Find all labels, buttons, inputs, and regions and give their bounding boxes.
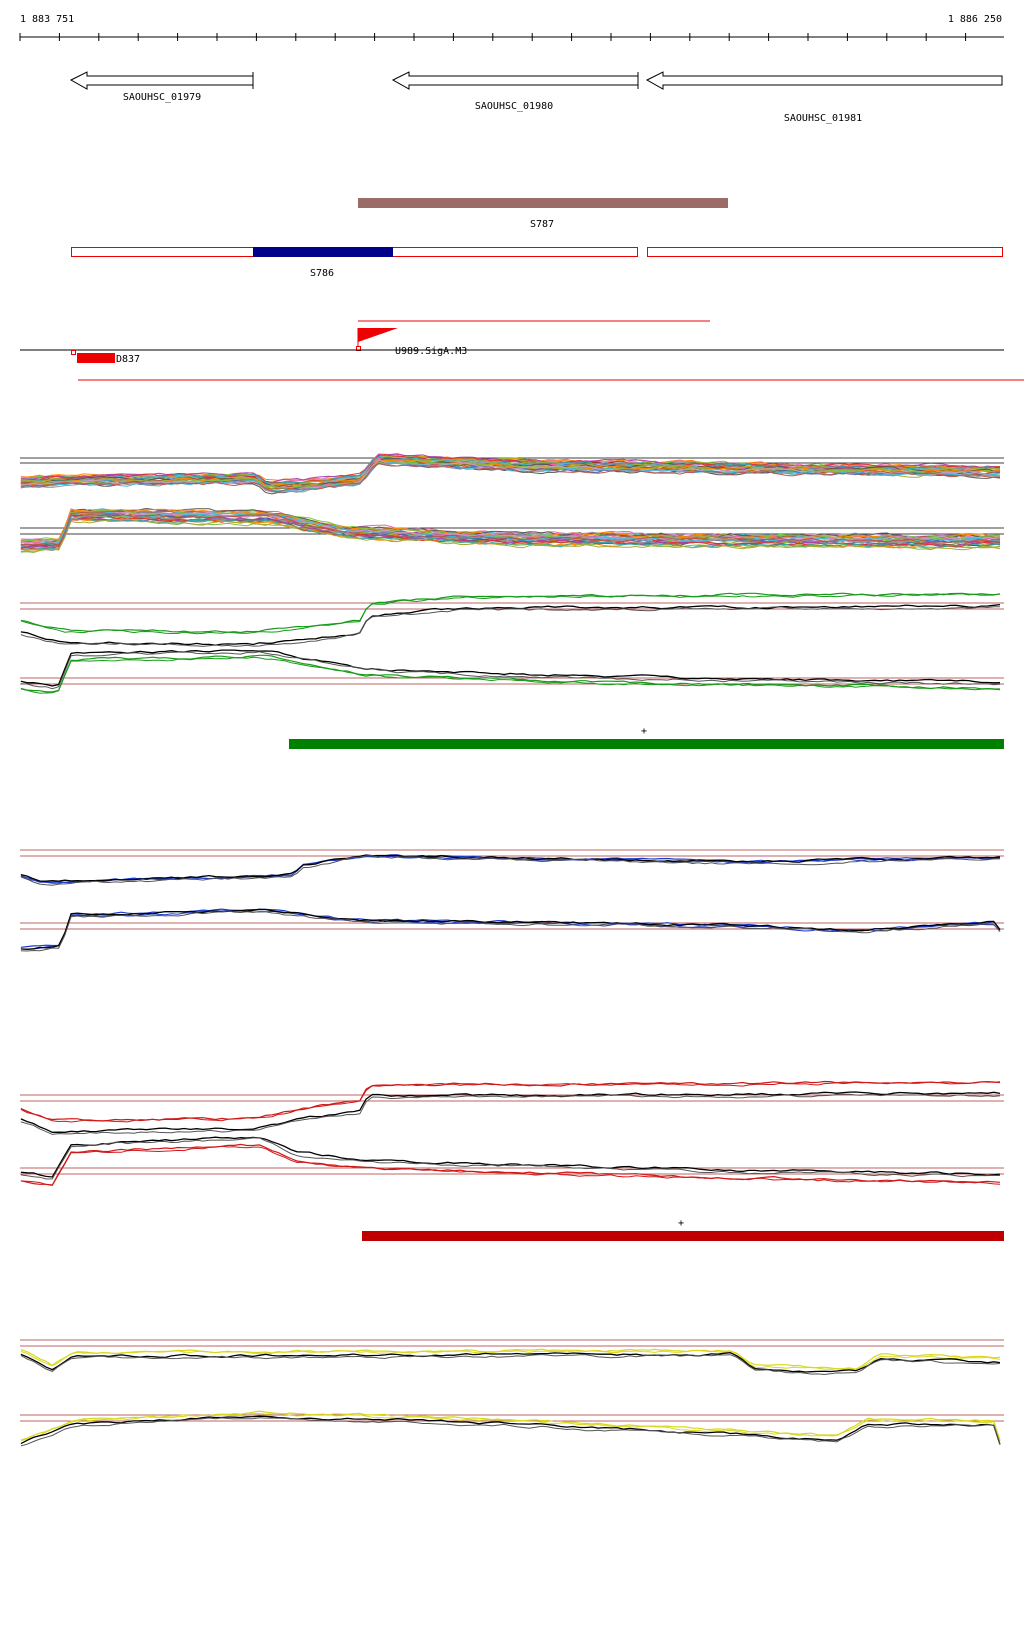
feature-label: D837 — [116, 354, 140, 365]
gene-arrow — [645, 71, 1003, 90]
feature-tick — [71, 350, 76, 355]
ruler-ticks — [19, 33, 967, 41]
gene-arrow — [69, 71, 254, 90]
signal-line — [20, 908, 1001, 950]
feature-fill — [253, 247, 393, 257]
ruler-end: 1 886 250 — [948, 14, 1002, 25]
ruler-start: 1 883 751 — [20, 14, 74, 25]
signal-line — [20, 1093, 1001, 1135]
gene-arrow — [391, 71, 639, 90]
signal-line — [20, 606, 1001, 647]
strand-marker: + — [678, 1218, 684, 1229]
feature-label: S787 — [530, 219, 554, 230]
signal-line — [20, 1348, 1001, 1370]
signal-line — [20, 656, 1001, 694]
feature-bar — [77, 353, 115, 363]
signal-line — [20, 910, 1001, 952]
signal-line — [20, 454, 1001, 484]
signal-line — [20, 1143, 1001, 1186]
signal-line — [20, 511, 1001, 546]
signal-line — [20, 649, 1001, 687]
signal-line — [20, 854, 1001, 882]
signal-line — [20, 1081, 1001, 1123]
signal-line — [20, 518, 1001, 551]
feature-bar — [358, 198, 728, 208]
feature-label: S786 — [310, 268, 334, 279]
signal-line — [20, 1349, 1001, 1370]
strand-bar — [362, 1231, 1004, 1241]
feature-box — [647, 247, 1003, 257]
signal-line — [20, 518, 1001, 553]
gene-label: SAOUHSC_01979 — [123, 92, 201, 103]
expression-tracks — [20, 453, 1004, 1447]
signal-line — [20, 1352, 1001, 1373]
signal-line — [20, 1417, 1001, 1447]
strand-marker: + — [641, 726, 647, 737]
signal-line — [20, 855, 1001, 886]
feature-label: U989.SigA.M3 — [395, 346, 467, 357]
gene-label: SAOUHSC_01981 — [784, 113, 862, 124]
signal-line — [20, 1410, 1001, 1441]
strand-bar — [289, 739, 1004, 749]
signal-line — [20, 1137, 1001, 1180]
signal-line — [20, 603, 1001, 646]
signal-line — [20, 592, 1001, 634]
signal-line — [20, 1412, 1001, 1442]
signal-line — [20, 1091, 1001, 1133]
signal-line — [20, 593, 1001, 635]
signal-line — [20, 1353, 1001, 1376]
signal-line — [20, 909, 1001, 950]
signal-line — [20, 1136, 1001, 1178]
signal-line — [20, 462, 1001, 492]
signal-line — [20, 651, 1001, 690]
signal-line — [20, 1145, 1001, 1187]
promoter-flag — [358, 328, 398, 342]
gene-label: SAOUHSC_01980 — [475, 101, 553, 112]
signal-line — [20, 462, 1001, 493]
